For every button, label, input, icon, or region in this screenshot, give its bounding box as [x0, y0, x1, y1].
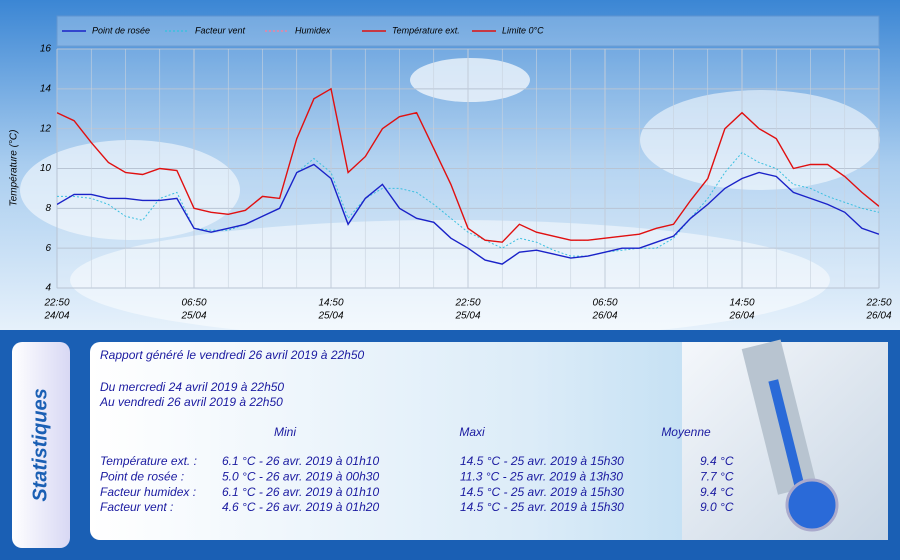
y-tick-label: 6 — [45, 243, 51, 254]
stats-cell: Température ext. : — [100, 454, 197, 468]
stats-tab-label: Statistiques — [29, 388, 51, 501]
stats-cell: 9.4 °C — [700, 454, 734, 468]
stats-cell: 7.7 °C — [700, 469, 734, 483]
y-axis-label: Température (°C) — [9, 130, 20, 207]
series-line — [57, 87, 879, 243]
y-tick-label: 4 — [45, 283, 51, 294]
stats-tab — [12, 342, 70, 548]
x-tick-label: 06:50 — [592, 298, 617, 309]
stats-cell: Point de rosée : — [100, 469, 184, 483]
x-tick-label: 24/04 — [43, 311, 69, 322]
legend-label: Limite 0°C — [502, 25, 544, 35]
x-tick-label: 25/04 — [180, 311, 206, 322]
stats-cell: 5.0 °C - 26 avr. 2019 à 00h30 — [222, 469, 379, 483]
stats-cell: 14.5 °C - 25 avr. 2019 à 15h30 — [460, 500, 624, 514]
stats-cell: Facteur vent : — [100, 500, 173, 514]
stats-cell: 6.1 °C - 26 avr. 2019 à 01h10 — [222, 454, 379, 468]
stats-cell: 4.6 °C - 26 avr. 2019 à 01h20 — [222, 500, 379, 514]
legend-label: Point de rosée — [92, 25, 150, 35]
stats-cell: 6.1 °C - 26 avr. 2019 à 01h10 — [222, 485, 379, 499]
legend-label: Humidex — [295, 25, 331, 35]
y-tick-label: 8 — [45, 203, 51, 214]
stats-cell: 9.0 °C — [700, 500, 734, 514]
y-tick-label: 12 — [40, 123, 52, 134]
x-tick-label: 26/04 — [865, 311, 891, 322]
x-tick-label: 14:50 — [318, 298, 343, 309]
stats-header: Moyenne — [661, 425, 711, 439]
x-tick-label: 14:50 — [729, 298, 754, 309]
x-tick-label: 26/04 — [591, 311, 617, 322]
period-from: Du mercredi 24 avril 2019 à 22h50 — [100, 380, 284, 394]
x-tick-label: 22:50 — [865, 298, 891, 309]
stats-text: Rapport généré le vendredi 26 avril 2019… — [99, 348, 734, 514]
x-tick-label: 25/04 — [454, 311, 480, 322]
x-tick-label: 26/04 — [728, 311, 754, 322]
x-tick-label: 25/04 — [317, 311, 343, 322]
stats-cell: 9.4 °C — [700, 485, 734, 499]
stats-cell: Facteur humidex : — [100, 485, 196, 499]
y-tick-label: 14 — [40, 83, 52, 94]
cloud — [20, 140, 240, 240]
report-line: Rapport généré le vendredi 26 avril 2019… — [100, 348, 365, 362]
x-tick-label: 22:50 — [454, 298, 480, 309]
legend-label: Température ext. — [392, 25, 460, 35]
series-line — [57, 163, 879, 265]
period-to: Au vendredi 26 avril 2019 à 22h50 — [99, 395, 283, 409]
legend-label: Facteur vent — [195, 25, 246, 35]
cloud — [70, 220, 830, 340]
y-tick-label: 16 — [40, 44, 52, 55]
y-tick-label: 10 — [40, 163, 52, 174]
stats-cell: 14.5 °C - 25 avr. 2019 à 15h30 — [460, 454, 624, 468]
plot-lines — [57, 87, 879, 265]
cloud — [410, 58, 530, 102]
x-tick-label: 06:50 — [181, 298, 206, 309]
stats-cell: 11.3 °C - 25 avr. 2019 à 13h30 — [460, 469, 623, 483]
stats-header: Mini — [274, 425, 296, 439]
legend-box — [56, 15, 880, 47]
stats-cell: 14.5 °C - 25 avr. 2019 à 15h30 — [460, 485, 624, 499]
thermometer-liquid — [768, 379, 805, 489]
stats-header: Maxi — [459, 425, 485, 439]
x-tick-label: 22:50 — [43, 298, 69, 309]
thermometer-bulb — [785, 478, 839, 532]
